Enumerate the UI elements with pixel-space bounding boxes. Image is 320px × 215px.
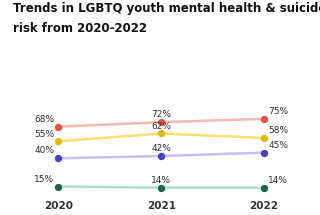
Text: 14%: 14% <box>151 176 171 185</box>
Text: 62%: 62% <box>151 122 171 131</box>
Point <box>56 157 61 160</box>
Point <box>56 185 61 188</box>
Text: risk from 2020-2022: risk from 2020-2022 <box>13 22 147 34</box>
Text: 14%: 14% <box>268 176 288 185</box>
Text: 75%: 75% <box>268 107 288 116</box>
Text: 45%: 45% <box>268 141 288 150</box>
Text: Trends in LGBTQ youth mental health & suicide: Trends in LGBTQ youth mental health & su… <box>13 2 320 15</box>
Point <box>159 186 164 189</box>
Point <box>56 125 61 128</box>
Text: 58%: 58% <box>268 126 288 135</box>
Text: 72%: 72% <box>151 110 171 119</box>
Text: 40%: 40% <box>34 146 54 155</box>
Text: 15%: 15% <box>34 175 54 184</box>
Point <box>56 140 61 143</box>
Point <box>261 151 267 154</box>
Point <box>159 132 164 135</box>
Point <box>261 186 267 189</box>
Point <box>261 117 267 120</box>
Point <box>261 136 267 140</box>
Point <box>159 120 164 124</box>
Text: 55%: 55% <box>34 130 54 138</box>
Text: 42%: 42% <box>151 144 171 153</box>
Text: 68%: 68% <box>34 115 54 124</box>
Point <box>159 154 164 158</box>
